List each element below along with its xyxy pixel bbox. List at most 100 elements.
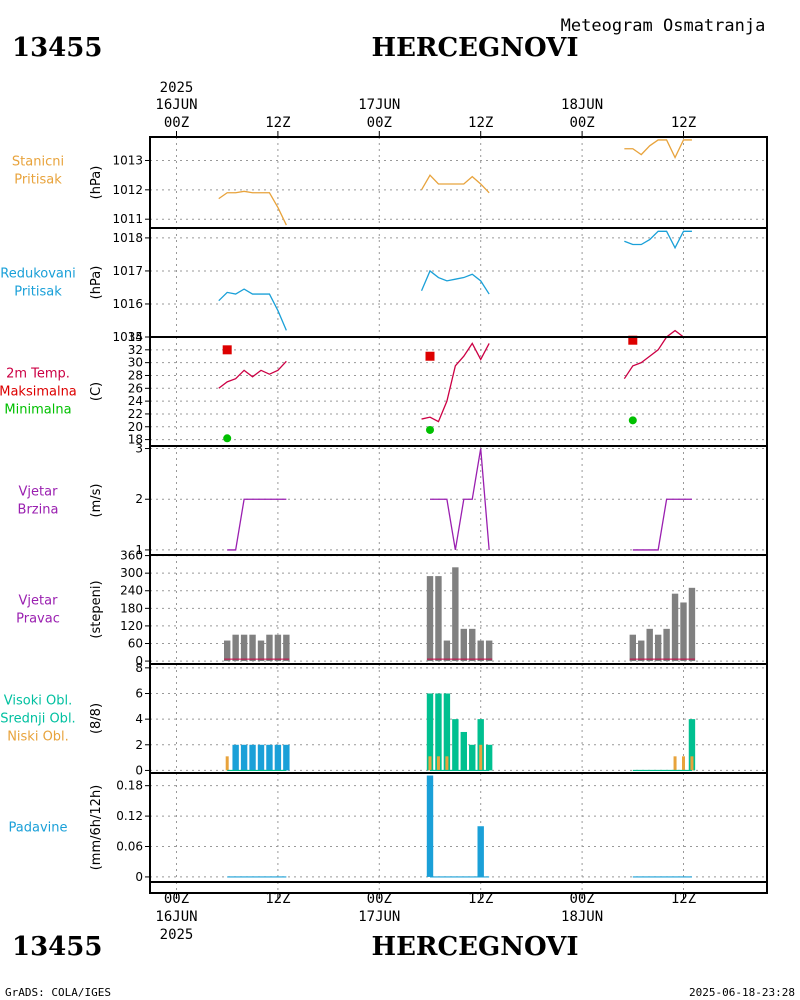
cloud-bar <box>436 756 440 771</box>
y-tick-label: 26 <box>128 381 143 395</box>
cloud-bar <box>445 756 449 771</box>
bar <box>249 634 256 662</box>
cloud-bar <box>249 744 256 771</box>
series-line <box>420 174 490 194</box>
series-line <box>430 448 490 551</box>
unit-label: (mm/6h/12h) <box>89 785 104 871</box>
panel-frame <box>149 772 768 883</box>
bottom-hour-label: 00Z <box>367 891 392 907</box>
max-temp-point <box>628 335 638 345</box>
bar <box>680 602 687 662</box>
y-tick-label: 3 <box>135 442 143 456</box>
y-tick-label: 0.12 <box>116 809 143 823</box>
cloud-bar <box>274 744 282 771</box>
series-line <box>218 360 287 389</box>
cloud-bar <box>428 756 432 771</box>
cloud-bar <box>435 693 442 771</box>
y-tick-label: 180 <box>120 601 143 615</box>
cloud-bar <box>460 731 467 771</box>
y-tick-label: 22 <box>128 407 143 421</box>
bottom-hour-label: 00Z <box>569 891 594 907</box>
y-tick-label: 360 <box>120 549 143 563</box>
bar <box>426 576 434 662</box>
y-tick-label: 120 <box>120 619 143 633</box>
top-date-label: 17JUN <box>358 97 400 113</box>
bar <box>266 634 273 662</box>
cloud-bar <box>240 744 248 771</box>
bar <box>443 640 451 662</box>
cloud-bar <box>443 693 451 771</box>
bottom-date-label: 16JUN <box>155 909 197 925</box>
cloud-bar <box>688 719 696 771</box>
bar <box>654 634 662 662</box>
station-id: 13455 <box>12 33 102 63</box>
cloud-bar <box>479 744 483 771</box>
panel-label-line: Srednji Obl. <box>0 712 75 727</box>
y-tick-label: 240 <box>120 584 143 598</box>
bottom-axis-frame <box>149 881 768 894</box>
unit-label: (hPa) <box>89 166 104 200</box>
cloud-bar <box>469 744 476 771</box>
cloud-bar <box>682 756 685 771</box>
cloud-bar <box>232 744 239 771</box>
y-tick-label: 1018 <box>112 231 143 245</box>
y-tick-label: 300 <box>120 566 143 580</box>
y-tick-label: 6 <box>135 686 143 700</box>
bar <box>663 628 670 662</box>
bottom-hour-label: 12Z <box>265 891 290 907</box>
y-tick-label: 2 <box>135 738 143 752</box>
top-hour-label: 00Z <box>164 115 189 131</box>
cloud-bar <box>266 744 273 771</box>
series-line <box>624 139 692 160</box>
y-tick-label: 60 <box>128 636 143 650</box>
cloud-bar <box>485 744 493 771</box>
top-date-label: 18JUN <box>561 97 603 113</box>
footer-station-name: HERCEGNOVI <box>372 932 579 962</box>
cloud-bar <box>283 744 290 771</box>
bar <box>485 640 493 662</box>
panel-label-line: Visoki Obl. <box>4 694 72 709</box>
unit-label: (stepeni) <box>89 580 104 638</box>
panel-frame <box>149 336 768 447</box>
y-tick-label: 32 <box>128 343 143 357</box>
series-line <box>218 288 287 331</box>
y-tick-label: 34 <box>128 330 143 344</box>
y-tick-label: 0.18 <box>116 779 143 793</box>
bar <box>477 826 484 877</box>
y-tick-label: 0.06 <box>116 840 143 854</box>
top-hour-label: 12Z <box>468 115 493 131</box>
bar <box>469 628 476 662</box>
top-hour-label: 12Z <box>671 115 696 131</box>
y-tick-label: 1011 <box>112 212 143 226</box>
bottom-hour-label: 12Z <box>468 891 493 907</box>
bar <box>224 640 231 662</box>
min-temp-point <box>628 416 637 425</box>
min-temp-point <box>223 434 232 443</box>
y-tick-label: 1 <box>135 543 143 557</box>
y-tick-label: 0 <box>135 763 143 777</box>
panel-label-line: Pritisak <box>14 285 62 300</box>
bottom-date-label: 17JUN <box>358 909 400 925</box>
y-tick-label: 1016 <box>112 297 143 311</box>
cloud-bar <box>673 756 677 771</box>
bar <box>426 775 434 877</box>
y-tick-label: 28 <box>128 368 143 382</box>
bar <box>629 634 636 662</box>
y-tick-label: 1017 <box>112 264 143 278</box>
y-tick-label: 2 <box>135 492 143 506</box>
panel-label-line: 2m Temp. <box>6 367 70 382</box>
grads-credit: GrADS: COLA/IGES <box>5 986 111 999</box>
bar <box>477 640 484 662</box>
panel-label-line: Redukovani <box>0 267 75 282</box>
y-tick-label: 24 <box>128 394 143 408</box>
y-tick-label: 1012 <box>112 183 143 197</box>
top-year-label: 2025 <box>160 80 194 96</box>
top-hour-label: 12Z <box>265 115 290 131</box>
y-tick-label: 4 <box>135 712 143 726</box>
cloud-bar <box>225 756 229 771</box>
unit-label: (C) <box>89 382 104 401</box>
bar <box>646 628 653 662</box>
cloud-bar <box>452 719 459 771</box>
panel-label-line: Niski Obl. <box>7 730 69 745</box>
